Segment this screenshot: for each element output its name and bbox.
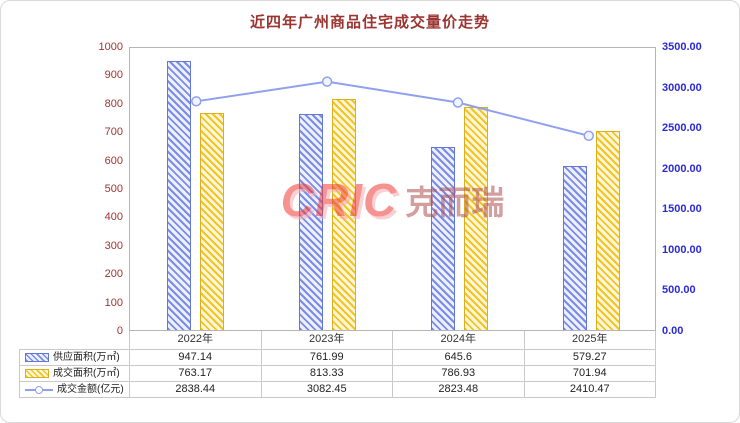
value-cell: 2823.48 — [393, 382, 525, 398]
deal-area-bar — [200, 113, 225, 330]
right-axis-label: 0.00 — [662, 325, 684, 337]
value-cell: 761.99 — [261, 350, 393, 366]
supply-area-bar — [299, 113, 324, 330]
supply-area-bar — [562, 165, 587, 330]
right-axis-label: 500.00 — [662, 284, 696, 297]
supply-area-bar — [430, 146, 455, 330]
left-axis-label: 100 — [104, 296, 123, 309]
left-axis-label: 600 — [104, 154, 123, 167]
deal-area-bar — [463, 106, 488, 330]
category-header-cell: 2025年 — [525, 331, 656, 349]
deal-area-bar — [595, 130, 620, 330]
category-header-cell: 2023年 — [262, 331, 393, 349]
right-axis-label: 3500.00 — [662, 41, 702, 53]
line-marker — [452, 97, 464, 108]
chart-title: 近四年广州商品住宅成交量价走势 — [249, 14, 490, 31]
table-row: 供应面积(万㎡) 947.14 761.99 645.6 579.27 — [20, 350, 656, 366]
category-header-cell: 2024年 — [393, 331, 525, 349]
value-cell: 645.6 — [393, 350, 525, 366]
value-cell: 2838.44 — [130, 382, 262, 398]
table-row: 成交面积(万㎡) 763.17 813.33 786.93 701.94 — [20, 366, 656, 382]
left-axis-label: 1000 — [98, 41, 123, 53]
value-cell: 2410.47 — [524, 382, 656, 398]
value-cell: 763.17 — [130, 366, 262, 382]
right-axis-label: 2500.00 — [662, 122, 702, 135]
left-axis-label: 200 — [104, 268, 123, 281]
left-axis-label: 700 — [104, 126, 123, 139]
line-layer — [191, 76, 594, 141]
line-marker — [191, 96, 202, 107]
left-axis-label: 900 — [104, 69, 123, 82]
left-axis-label: 400 — [104, 211, 123, 224]
value-cell: 813.33 — [261, 366, 393, 382]
category-header-row: 2022年 2023年 2024年 2025年 — [129, 331, 656, 349]
plot-area: CRIC 克而瑞 — [129, 47, 656, 331]
legend-label: 成交金额(亿元) — [57, 384, 124, 395]
line-marker — [321, 76, 333, 87]
legend-line-swatch-icon — [25, 385, 53, 394]
left-axis-label: 0 — [116, 325, 123, 337]
value-cell: 786.93 — [393, 366, 525, 382]
legend-bar-swatch-icon — [25, 369, 49, 378]
left-axis-label: 800 — [104, 97, 123, 110]
legend-cell: 供应面积(万㎡) — [20, 350, 130, 366]
category-header-cell: 2022年 — [130, 331, 262, 349]
data-table: 供应面积(万㎡) 947.14 761.99 645.6 579.27 成交面积(万㎡) 7… — [19, 349, 656, 398]
legend-line-marker — [35, 385, 43, 394]
right-axis-label: 1000.00 — [662, 243, 702, 256]
value-cell: 701.94 — [524, 366, 656, 382]
value-cell: 3082.45 — [261, 382, 393, 398]
table-row: 成交金额(亿元) 2838.44 3082.45 2823.48 2410.47 — [20, 382, 656, 398]
legend-cell: 成交面积(万㎡) — [20, 366, 130, 382]
line-marker — [583, 130, 594, 141]
supply-area-bar — [167, 61, 192, 330]
right-axis-label: 2000.00 — [662, 162, 702, 175]
value-cell: 947.14 — [130, 350, 262, 366]
legend-label: 供应面积(万㎡) — [53, 352, 120, 363]
right-axis: 0.00 500.00 1000.00 1500.00 2000.00 2500.00 30… — [662, 1, 739, 422]
left-axis-label: 500 — [104, 183, 123, 195]
legend-label: 成交面积(万㎡) — [53, 368, 120, 379]
left-axis-label: 300 — [104, 239, 123, 252]
deal-amount-line — [196, 80, 589, 137]
value-cell: 579.27 — [524, 350, 656, 366]
legend-cell: 成交金额(亿元) — [20, 382, 130, 398]
left-axis: 0 100 200 300 400 500 600 700 800 900 1000 — [1, 1, 123, 422]
right-axis-label: 1500.00 — [662, 203, 702, 216]
bars-layer — [130, 48, 655, 330]
right-axis-label: 3000.00 — [662, 81, 702, 94]
legend-bar-swatch-icon — [25, 353, 49, 362]
deal-area-bar — [332, 99, 357, 330]
